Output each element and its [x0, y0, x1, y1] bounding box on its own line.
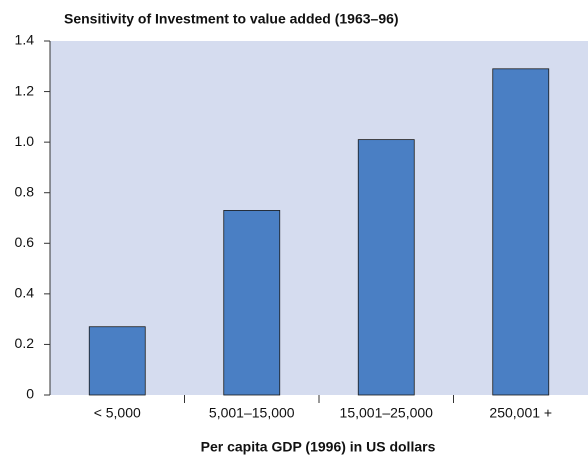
- x-tick-label: < 5,000: [94, 405, 141, 421]
- y-tick-label: 0.4: [15, 285, 35, 301]
- bar: [223, 210, 281, 396]
- x-axis-label: Per capita GDP (1996) in US dollars: [201, 439, 436, 455]
- y-tick-label: 0.8: [15, 183, 35, 199]
- y-tick-label: 0.6: [15, 234, 35, 250]
- x-tick-label: 5,001–15,000: [209, 405, 295, 421]
- bar: [492, 68, 550, 396]
- y-tick-label: 1.4: [15, 32, 35, 48]
- y-tick-label: 0.2: [15, 335, 35, 351]
- chart-title: Sensitivity of Investment to value added…: [64, 11, 399, 27]
- bar: [357, 139, 415, 396]
- x-tick-label: 250,001 +: [489, 405, 552, 421]
- bar: [88, 326, 146, 396]
- y-tick-label: 1.2: [15, 82, 35, 98]
- y-tick-label: 1.0: [15, 133, 35, 149]
- x-tick-label: 15,001–25,000: [340, 405, 434, 421]
- y-tick-label: 0: [26, 386, 34, 402]
